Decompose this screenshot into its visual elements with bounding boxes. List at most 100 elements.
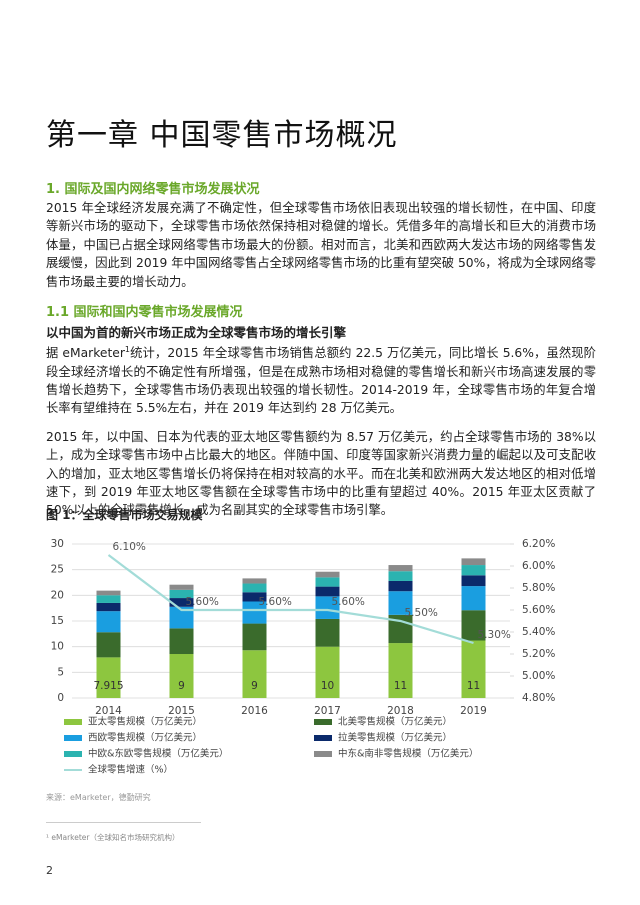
bar-segment [169,598,194,607]
chart: 0 5 10 15 20 25 30 4.80% 5.00% 5.20% 5.40% 5.60% 5.8… [51,538,556,776]
line-label: 5.60% [259,596,292,608]
bar-segment [388,565,413,572]
paragraph: 2015 年全球经济发展充满了不确定性，但全球零售市场依旧表现出较强的增长韧性，… [46,199,596,291]
text: 2015 年，以中国、日本为代表的亚太地区零售额约为 8.57 万亿美元，约占全… [46,429,596,518]
legend-swatch [314,751,332,757]
x-tick-label: 2019 [460,705,487,717]
legend-label: 北美零售规模（万亿美元） [338,716,452,728]
text: 据 eMarketer [46,346,125,361]
bar-segment [461,575,486,587]
y-tick-label: 0 [57,692,64,704]
legend-swatch [314,719,332,725]
legend-swatch [64,735,82,741]
line-label: 6.10% [113,541,146,553]
bar-segment [169,584,194,590]
bar-segment [388,591,413,615]
y2-tick-label: 5.60% [522,604,555,616]
bar-segment [169,606,194,629]
line-label: 5.30% [478,629,511,641]
source: 来源：eMarketer，德勤研究 [46,793,151,802]
legend-label: 中东&南非零售规模（万亿美元） [338,748,478,760]
bar-label: 9 [178,680,185,692]
bar-segment [461,558,486,566]
bar-segment [96,632,121,658]
section: 1. 国际及国内网络零售市场发展状况 2015 年全球经济发展充满了不确定性，但全… [46,178,596,291]
bar-segment [242,601,267,624]
bar-segment [388,643,413,698]
x-tick-label: 2017 [314,705,341,717]
section-subheading: 以中国为首的新兴市场正成为全球零售市场的增长引擎 [46,325,347,341]
y-tick-label: 15 [51,615,64,627]
text: 统计，2015 年全球零售市场销售总额约 22.5 万亿美元，同比增长 5.6%… [46,346,596,416]
footnote: ¹ eMarketer（全球知名市场研究机构） [46,833,180,842]
bar-segment [461,565,486,576]
bar-segment [315,586,340,597]
bar-segment [242,592,267,602]
y2-tick-label: 5.20% [522,648,555,660]
bar-segment [315,618,340,647]
text: 2015 年全球经济发展充满了不确定性，但全球零售市场依旧表现出较强的增长韧性，… [46,201,596,289]
bar-segment [388,571,413,581]
footnote-ref: 1 [124,345,130,355]
x-tick-label: 2016 [241,705,268,717]
line [107,554,474,645]
bar-segment [242,583,267,593]
y-tick-label: 5 [57,666,64,678]
bar-segment [169,654,194,698]
bar-segment [96,590,121,596]
x-tick-label: 2015 [168,705,195,717]
legend-swatch [64,719,82,725]
bar-segment [169,628,194,655]
bar-segment [461,586,486,611]
y2-tick-label: 4.80% [522,692,555,704]
bar-segment [96,595,121,603]
body-text: 1. 国际及国内网络零售市场发展状况 2015 年全球经济发展充满了不确定性，但全… [46,178,596,530]
line-label: 5.60% [332,596,365,608]
section-heading: 1. 国际及国内网络零售市场发展状况 [46,182,260,197]
bar-label: 9 [251,680,258,692]
bar-segment [96,611,121,633]
x-tick-label: 2014 [95,705,122,717]
bar-segment [315,646,340,698]
line-label: 5.60% [186,596,219,608]
bar-segment [388,580,413,592]
bar-segment [96,602,121,612]
bar-segment [315,577,340,587]
legend-label: 西欧零售规模（万亿美元） [88,732,202,744]
page-title: 第一章 中国零售市场概况 [46,118,398,153]
legend-label: 亚太零售规模（万亿美元） [88,716,202,728]
legend-label: 全球零售增速（%） [88,764,173,776]
paragraph: 2015 年，以中国、日本为代表的亚太地区零售额约为 8.57 万亿美元，约占全… [46,428,596,520]
y2-tick-label: 5.80% [522,582,555,594]
bar-segment [96,657,121,698]
bar-label: 11 [394,680,407,692]
bar-segment [315,571,340,578]
y-tick-label: 10 [51,641,64,653]
bar-segment [242,623,267,651]
section-heading: 1.1 国际和国内零售市场发展情况 [46,305,243,321]
legend-swatch [64,751,82,757]
bar-segment [242,578,267,584]
bar-label: 7.915 [93,680,123,692]
footnote-rule [46,822,201,823]
figure-caption: 图 1：全球零售市场交易规模 [46,508,203,522]
legend-swatch [314,735,332,741]
section: 1.1 国际和国内零售市场发展情况以中国为首的新兴市场正成为全球零售市场的增长引… [46,301,596,520]
y-tick-label: 20 [51,589,64,601]
bar-label: 11 [467,680,480,692]
y2-tick-label: 5.00% [522,670,555,682]
legend-label: 拉美零售规模（万亿美元） [338,732,452,744]
y2-tick-label: 6.00% [522,560,555,572]
bar-segment [461,610,486,641]
bar-segment [169,589,194,599]
bar-segment [242,650,267,698]
y-tick-label: 25 [51,564,64,576]
paragraph: 据 eMarketer1统计，2015 年全球零售市场销售总额约 22.5 万亿… [46,341,596,418]
page-number: 2 [46,864,53,877]
y-tick-label: 30 [51,538,64,550]
bar-segment [315,596,340,619]
y2-tick-label: 5.40% [522,626,555,638]
x-tick-label: 2018 [387,705,414,717]
y2-tick-label: 6.20% [522,538,555,550]
